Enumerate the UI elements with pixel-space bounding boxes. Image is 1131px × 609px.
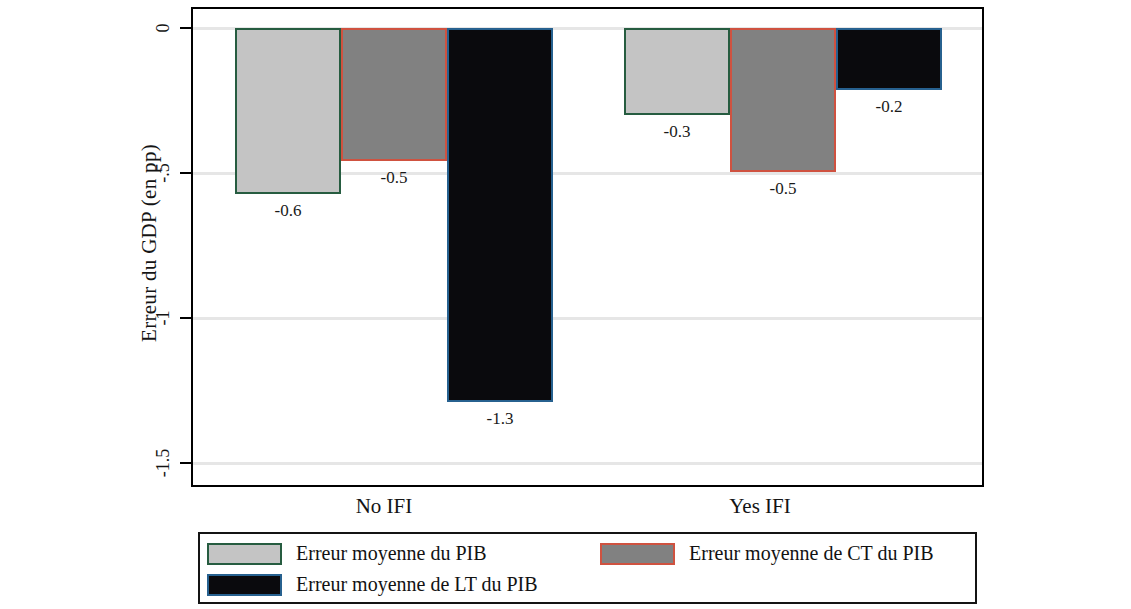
y-tick-label: -1.5 <box>153 449 174 478</box>
legend-swatch <box>207 574 282 596</box>
legend-label: Erreur moyenne du PIB <box>296 542 487 565</box>
bar-value-label: -0.5 <box>341 168 447 188</box>
bar-chart: -0.6-0.5-1.3-0.3-0.5-0.2 0-.5-1-1.5 Erre… <box>0 0 1131 609</box>
bar-value-label: -1.3 <box>447 409 553 429</box>
bar-value-label: -0.3 <box>624 122 730 142</box>
legend-item: Erreur moyenne de LT du PIB <box>207 569 600 600</box>
legend-label: Erreur moyenne de CT du PIB <box>689 542 934 565</box>
plot-area: -0.6-0.5-1.3-0.3-0.5-0.2 <box>191 7 984 487</box>
x-category-label: Yes IFI <box>729 494 790 519</box>
y-tick <box>180 27 191 29</box>
legend-item: Erreur moyenne de CT du PIB <box>600 538 975 569</box>
bar-s2-no-ifi <box>341 28 447 161</box>
y-tick <box>180 317 191 319</box>
bar-s1-yes-ifi <box>624 28 730 115</box>
bar-s2-yes-ifi <box>730 28 836 172</box>
bar-s3-yes-ifi <box>836 28 942 90</box>
bar-value-label: -0.5 <box>730 179 836 199</box>
legend-label: Erreur moyenne de LT du PIB <box>296 573 538 596</box>
legend-box: Erreur moyenne du PIB Erreur moyenne de C… <box>198 532 977 604</box>
legend-grid: Erreur moyenne du PIB Erreur moyenne de C… <box>200 534 975 600</box>
y-axis-title: Erreur du GDP (en pp) <box>137 144 162 342</box>
bar-value-label: -0.6 <box>235 201 341 221</box>
x-category-label: No IFI <box>356 494 413 519</box>
bar-value-label: -0.2 <box>836 97 942 117</box>
legend-swatch <box>600 543 675 565</box>
legend-item: Erreur moyenne du PIB <box>207 538 600 569</box>
y-tick <box>180 462 191 464</box>
y-tick <box>180 172 191 174</box>
bar-s1-no-ifi <box>235 28 341 194</box>
legend-swatch <box>207 543 282 565</box>
h-gridline <box>193 462 982 465</box>
y-tick-label: 0 <box>153 24 174 33</box>
h-gridline <box>193 317 982 320</box>
bar-s3-no-ifi <box>447 28 553 402</box>
